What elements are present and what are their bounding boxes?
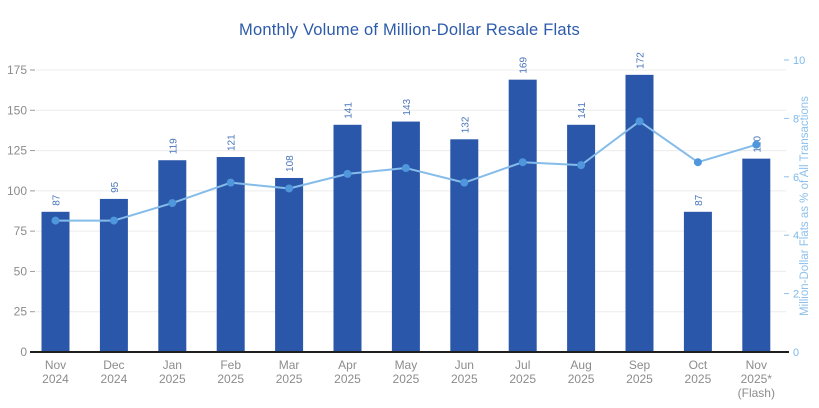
left-axis-tick-label: 75 [14,224,28,238]
right-axis-title: Million-Dollar Flats as % of All Transac… [799,96,811,316]
right-axis-tick-label: 2 [793,289,799,301]
bar[interactable] [683,211,712,352]
bar[interactable] [625,74,654,352]
line-point[interactable] [226,178,235,187]
right-axis-tick-label: 6 [793,172,799,184]
x-axis-label: Jan 2025 [159,358,186,386]
x-axis-label: Oct 2025 [685,358,712,386]
x-axis-label: Dec 2024 [101,358,128,386]
x-axis-label: Apr 2025 [334,358,361,386]
x-axis-label: Aug 2025 [568,358,595,386]
x-axis-label: Nov 2024 [42,358,69,386]
line-point[interactable] [168,199,177,208]
left-axis-tick-label: 50 [14,264,28,278]
bar-value-label: 141 [577,102,588,119]
line-point[interactable] [518,158,527,167]
bar[interactable] [742,158,771,352]
bar-value-label: 172 [636,52,647,69]
left-axis-tick-label: 175 [7,63,27,77]
x-axis-label: Mar 2025 [276,358,303,386]
line-point[interactable] [343,169,352,178]
left-axis-tick-label: 25 [14,305,28,319]
x-axis-label: Jun 2025 [451,358,478,386]
right-axis-tick-label: 4 [793,230,799,242]
line-point[interactable] [109,216,118,225]
x-axis-label: Feb 2025 [217,358,244,386]
bar[interactable] [333,124,362,352]
line-point[interactable] [693,158,702,167]
line-point[interactable] [577,161,586,170]
right-axis-tick-label: 8 [793,113,799,125]
line-point[interactable] [51,216,60,225]
x-axis-label: May 2025 [393,358,420,386]
bar-value-label: 87 [52,194,63,206]
bar[interactable] [275,177,304,352]
bar[interactable] [508,79,537,352]
left-axis-tick-label: 100 [7,184,27,198]
line-point[interactable] [285,184,294,193]
line-point[interactable] [460,178,469,187]
line-point[interactable] [401,164,410,173]
bar[interactable] [158,160,187,352]
bar-value-label: 87 [694,194,705,206]
bar-value-label: 169 [519,57,530,74]
line-point[interactable] [635,117,644,126]
bar-value-label: 132 [460,116,471,133]
bar[interactable] [450,139,479,352]
left-axis-tick-label: 150 [7,103,27,117]
x-axis-label: Sep 2025 [626,358,653,386]
bar[interactable] [391,121,420,353]
right-axis-tick-label: 0 [793,347,799,359]
x-axis-label: Nov 2025* (Flash) [738,358,775,400]
bar[interactable] [41,211,70,352]
bar-value-label: 119 [168,138,179,154]
right-axis-tick-label: 10 [793,55,805,67]
left-axis-tick-label: 0 [20,345,27,359]
x-axis-label: Jul 2025 [509,358,536,386]
bar-value-label: 95 [110,181,121,193]
bar-value-label: 108 [285,155,296,172]
bar-value-label: 143 [402,98,413,115]
chart-title: Monthly Volume of Million-Dollar Resale … [239,21,580,39]
bar-value-label: 141 [344,102,355,119]
left-axis-tick-label: 125 [7,144,27,158]
bar[interactable] [216,157,245,352]
line-point[interactable] [752,140,761,149]
bar-value-label: 121 [227,134,238,151]
